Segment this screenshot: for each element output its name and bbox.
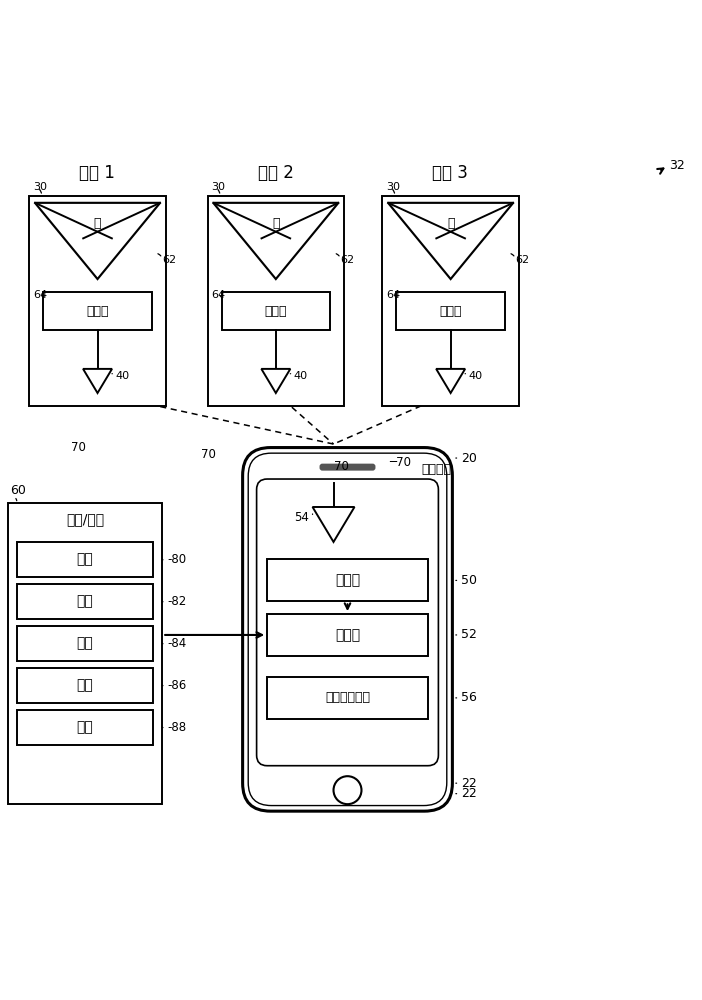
- Polygon shape: [388, 203, 513, 279]
- Text: 52: 52: [461, 628, 477, 641]
- Bar: [208, 196, 344, 406]
- Bar: [17, 542, 153, 577]
- FancyBboxPatch shape: [243, 448, 452, 811]
- Text: 指令: 指令: [77, 720, 93, 734]
- Text: 20: 20: [461, 452, 477, 465]
- Polygon shape: [213, 203, 338, 279]
- Text: 灯泡 3: 灯泡 3: [432, 164, 468, 182]
- Text: 70: 70: [201, 448, 216, 461]
- Text: 灯: 灯: [94, 217, 101, 230]
- Text: 灯: 灯: [447, 217, 454, 230]
- Text: 40: 40: [116, 371, 130, 381]
- Text: 指令: 指令: [77, 594, 93, 608]
- Text: 40: 40: [294, 371, 308, 381]
- Text: 56: 56: [461, 691, 477, 704]
- Text: 处理器: 处理器: [265, 305, 287, 318]
- Text: 22: 22: [461, 787, 477, 800]
- Text: 处理器: 处理器: [439, 305, 462, 318]
- Bar: [267, 677, 428, 719]
- Text: 70: 70: [333, 460, 348, 473]
- Bar: [29, 196, 166, 406]
- Text: ─70: ─70: [390, 456, 411, 469]
- Bar: [8, 503, 162, 804]
- Text: 64: 64: [386, 290, 400, 300]
- Text: -82: -82: [167, 595, 186, 608]
- Bar: [267, 559, 428, 601]
- Bar: [17, 626, 153, 661]
- Text: 灯泡 1: 灯泡 1: [79, 164, 115, 182]
- Text: -84: -84: [167, 637, 186, 650]
- Text: -86: -86: [167, 679, 186, 692]
- Text: 无线连接: 无线连接: [421, 463, 451, 476]
- Text: 通信电路系统: 通信电路系统: [325, 691, 370, 704]
- FancyBboxPatch shape: [257, 479, 439, 766]
- Polygon shape: [312, 507, 355, 542]
- Text: 软件/应用: 软件/应用: [66, 512, 105, 526]
- Text: -88: -88: [167, 721, 186, 734]
- Polygon shape: [436, 369, 465, 393]
- Text: 62: 62: [340, 255, 355, 265]
- Text: 64: 64: [211, 290, 225, 300]
- Text: 灯泡 2: 灯泡 2: [258, 164, 293, 182]
- Polygon shape: [35, 203, 160, 279]
- Bar: [17, 584, 153, 619]
- Bar: [17, 668, 153, 703]
- Text: 存储器: 存储器: [335, 628, 360, 642]
- Text: 指令: 指令: [77, 678, 93, 692]
- Text: 30: 30: [386, 182, 400, 192]
- FancyBboxPatch shape: [249, 453, 446, 806]
- Text: 62: 62: [515, 255, 529, 265]
- Text: 32: 32: [669, 159, 685, 172]
- Polygon shape: [83, 369, 112, 393]
- Text: 60: 60: [10, 484, 26, 497]
- Bar: [44, 292, 152, 330]
- Text: 指令: 指令: [77, 636, 93, 650]
- Bar: [17, 710, 153, 745]
- Text: 40: 40: [469, 371, 483, 381]
- Text: 50: 50: [461, 574, 477, 587]
- Text: 54: 54: [294, 511, 309, 524]
- Text: 64: 64: [33, 290, 47, 300]
- Text: 处理器: 处理器: [86, 305, 109, 318]
- Polygon shape: [261, 369, 291, 393]
- Text: 62: 62: [162, 255, 176, 265]
- Text: 处理器: 处理器: [335, 573, 360, 587]
- Text: 30: 30: [33, 182, 47, 192]
- Text: 70: 70: [72, 441, 86, 454]
- Bar: [397, 292, 505, 330]
- Circle shape: [333, 776, 362, 804]
- Bar: [267, 614, 428, 656]
- Text: 指令: 指令: [77, 552, 93, 566]
- FancyBboxPatch shape: [319, 464, 376, 471]
- Text: -80: -80: [167, 553, 186, 566]
- Text: 22: 22: [461, 777, 477, 790]
- Bar: [383, 196, 519, 406]
- Bar: [222, 292, 330, 330]
- Text: 30: 30: [211, 182, 225, 192]
- Text: 灯: 灯: [272, 217, 279, 230]
